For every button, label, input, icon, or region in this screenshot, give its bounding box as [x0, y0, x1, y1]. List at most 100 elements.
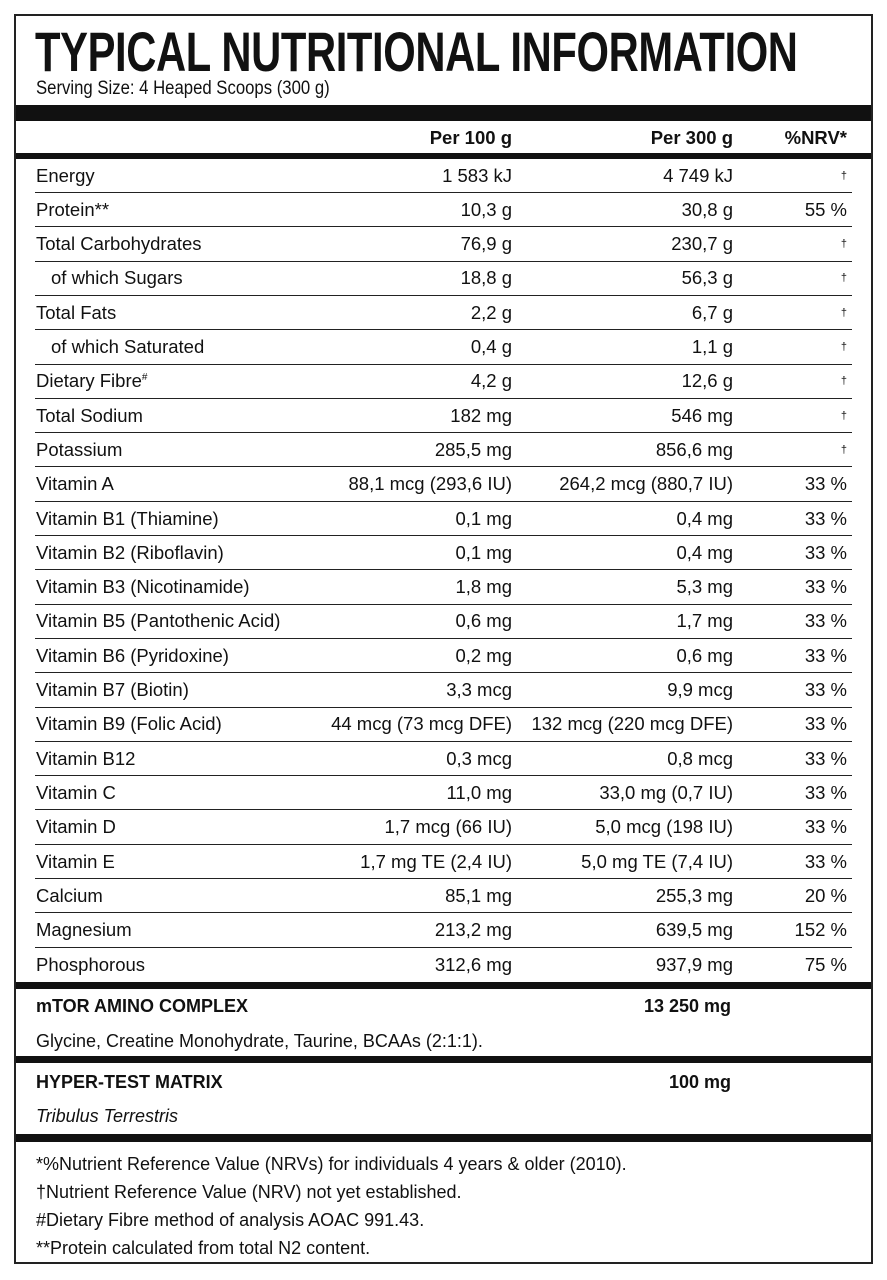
- nutrient-label: Vitamin B3 (Nicotinamide): [36, 576, 250, 598]
- value-per100: 0,4 g: [470, 336, 512, 357]
- value-per300: 255,3 mg: [655, 884, 733, 906]
- table-row: of which Sugars 18,8 g 56,3 g †: [35, 262, 852, 296]
- table-row: Vitamin B9 (Folic Acid) 44 mcg (73 mcg DF…: [35, 708, 852, 742]
- header-nrv: %NRV*: [784, 127, 847, 148]
- hyper-description: Tribulus Terrestris: [36, 1106, 179, 1126]
- value-per100: 0,6 mg: [455, 610, 512, 632]
- nutrient-label: Phosphorous: [36, 953, 146, 975]
- nutrient-label: of which Saturated: [51, 336, 205, 357]
- value-per300: 639,5 mg: [655, 919, 733, 941]
- value-per300: 4 749 kJ: [663, 164, 733, 186]
- page-title: TYPICAL NUTRITIONAL INFORMATION: [35, 20, 798, 83]
- value-nrv: †: [840, 375, 847, 388]
- value-per100: 1 583 kJ: [442, 164, 512, 186]
- nutrient-label: Vitamin B1 (Thiamine): [36, 507, 219, 529]
- nutrient-name: Phosphorous: [36, 954, 145, 976]
- value-per300: 1,7 mg: [676, 610, 733, 632]
- nutrient-label: Vitamin A: [36, 473, 114, 495]
- value-per100: 4,2 g: [470, 370, 512, 392]
- nutrient-name: Vitamin E: [36, 851, 115, 873]
- value-nrv: †: [840, 341, 847, 353]
- header-per100: Per 100 g: [429, 127, 512, 148]
- nutrient-label: Vitamin B12: [36, 747, 136, 769]
- table-header: Per 100 g Per 300 g %NRV*: [35, 121, 852, 155]
- table-row: Dietary Fibre# 4,2 g 12,6 g †: [35, 365, 852, 399]
- value-per100: 0,3 mcg: [446, 747, 512, 769]
- value-nrv: †: [840, 409, 847, 422]
- value-per300: 6,7 g: [691, 301, 733, 323]
- nutrient-name: Vitamin B1 (Thiamine): [36, 508, 219, 530]
- nutrient-label: Protein**: [36, 198, 110, 220]
- value-per100: 88,1 mcg (293,6 IU): [348, 473, 513, 495]
- table-row: Vitamin E 1,7 mg TE (2,4 IU) 5,0 mg TE (7,…: [35, 845, 852, 879]
- serving-size: Serving Size: 4 Heaped Scoops (300 g): [36, 78, 330, 99]
- nutrient-label: Vitamin B5 (Pantothenic Acid): [36, 610, 281, 632]
- table-row: Potassium 285,5 mg 856,6 mg †: [35, 433, 852, 468]
- nutrient-name: Vitamin B9 (Folic Acid): [36, 713, 222, 735]
- nutrient-name: Vitamin B5 (Pantothenic Acid): [36, 610, 280, 632]
- value-nrv: 33 %: [804, 679, 847, 700]
- value-nrv: 33 %: [804, 747, 847, 769]
- table-row: Magnesium 213,2 mg 639,5 mg 152 %: [35, 914, 852, 948]
- nutrient-label: Dietary Fibre: [36, 370, 142, 392]
- nutrient-name: Magnesium: [36, 919, 132, 941]
- value-nrv: 75 %: [804, 953, 847, 975]
- divider-bar: [16, 105, 871, 121]
- nutrient-label: Vitamin B2 (Riboflavin): [36, 541, 224, 563]
- nutrient-name: Vitamin C: [36, 782, 116, 804]
- nutrient-name: of which Sugars: [51, 267, 183, 289]
- nutrient-name: Potassium: [36, 439, 122, 461]
- nutrient-name: Protein**: [36, 199, 109, 221]
- mtor-title: mTOR AMINO COMPLEX: [36, 996, 249, 1016]
- hyper-amount: 100 mg: [668, 1072, 731, 1092]
- value-nrv: 33 %: [804, 473, 847, 495]
- nutrient-label: Energy: [36, 164, 95, 186]
- table-row: Calcium 85,1 mg 255,3 mg 20 %: [35, 879, 852, 914]
- value-per100: 1,8 mg: [455, 576, 512, 598]
- nutrient-name: Vitamin A: [36, 473, 114, 495]
- nutrient-name: Vitamin B3 (Nicotinamide): [36, 576, 250, 598]
- value-per100: 44 mcg (73 mcg DFE): [331, 713, 512, 735]
- nutrient-label: Potassium: [36, 438, 123, 460]
- value-nrv: †: [840, 169, 847, 182]
- footnote: †Nutrient Reference Value (NRV) not yet …: [36, 1182, 462, 1202]
- divider-bar: [16, 982, 871, 989]
- value-per100: 0,1 mg: [455, 541, 512, 563]
- value-nrv: 33 %: [804, 850, 847, 872]
- table-row: Protein** 10,3 g 30,8 g 55 %: [35, 193, 852, 228]
- nutrient-label: Total Sodium: [36, 404, 143, 426]
- table-row: Vitamin B6 (Pyridoxine) 0,2 mg 0,6 mg 33 %: [35, 639, 852, 674]
- table-row: Vitamin B12 0,3 mcg 0,8 mcg 33 %: [35, 742, 852, 777]
- nutrient-label: Vitamin D: [36, 816, 116, 838]
- value-per100: 312,6 mg: [434, 953, 512, 975]
- value-per300: 0,4 mg: [676, 507, 733, 529]
- value-per300: 546 mg: [671, 404, 733, 426]
- value-per300: 1,1 g: [691, 336, 733, 357]
- nutrient-label: Vitamin B9 (Folic Acid): [36, 713, 222, 735]
- value-per100: 0,1 mg: [455, 507, 512, 529]
- value-per300: 12,6 g: [681, 370, 733, 392]
- value-per300: 0,8 mcg: [667, 747, 733, 769]
- mtor-amount: 13 250 mg: [643, 996, 731, 1016]
- value-per300: 5,0 mcg (198 IU): [595, 816, 733, 838]
- nutrient-label: Calcium: [36, 884, 103, 906]
- divider-bar: [16, 1134, 871, 1142]
- table-row: Vitamin D 1,7 mcg (66 IU) 5,0 mcg (198 IU)…: [35, 811, 852, 845]
- value-nrv: 33 %: [804, 644, 847, 666]
- value-per100: 213,2 mg: [434, 919, 512, 941]
- value-nrv: 33 %: [804, 576, 847, 598]
- value-per100: 1,7 mcg (66 IU): [384, 816, 513, 838]
- value-nrv: 152 %: [794, 919, 847, 941]
- hyper-title: HYPER-TEST MATRIX: [36, 1072, 223, 1092]
- value-per100: 3,3 mcg: [446, 679, 512, 700]
- nutrient-name: Vitamin B7 (Biotin): [36, 679, 189, 701]
- footnote: *%Nutrient Reference Value (NRVs) for in…: [36, 1154, 627, 1174]
- value-nrv: 33 %: [804, 541, 847, 563]
- nutrient-name: Total Carbohydrates: [36, 233, 202, 255]
- nutrient-label: Total Fats: [36, 301, 117, 323]
- value-per300: 0,4 mg: [676, 541, 733, 563]
- value-per100: 10,3 g: [460, 198, 512, 220]
- footnote-mark: #: [141, 372, 148, 384]
- table-row: of which Saturated 0,4 g 1,1 g †: [35, 331, 852, 365]
- nutrition-panel: TYPICAL NUTRITIONAL INFORMATION Serving …: [14, 14, 873, 1264]
